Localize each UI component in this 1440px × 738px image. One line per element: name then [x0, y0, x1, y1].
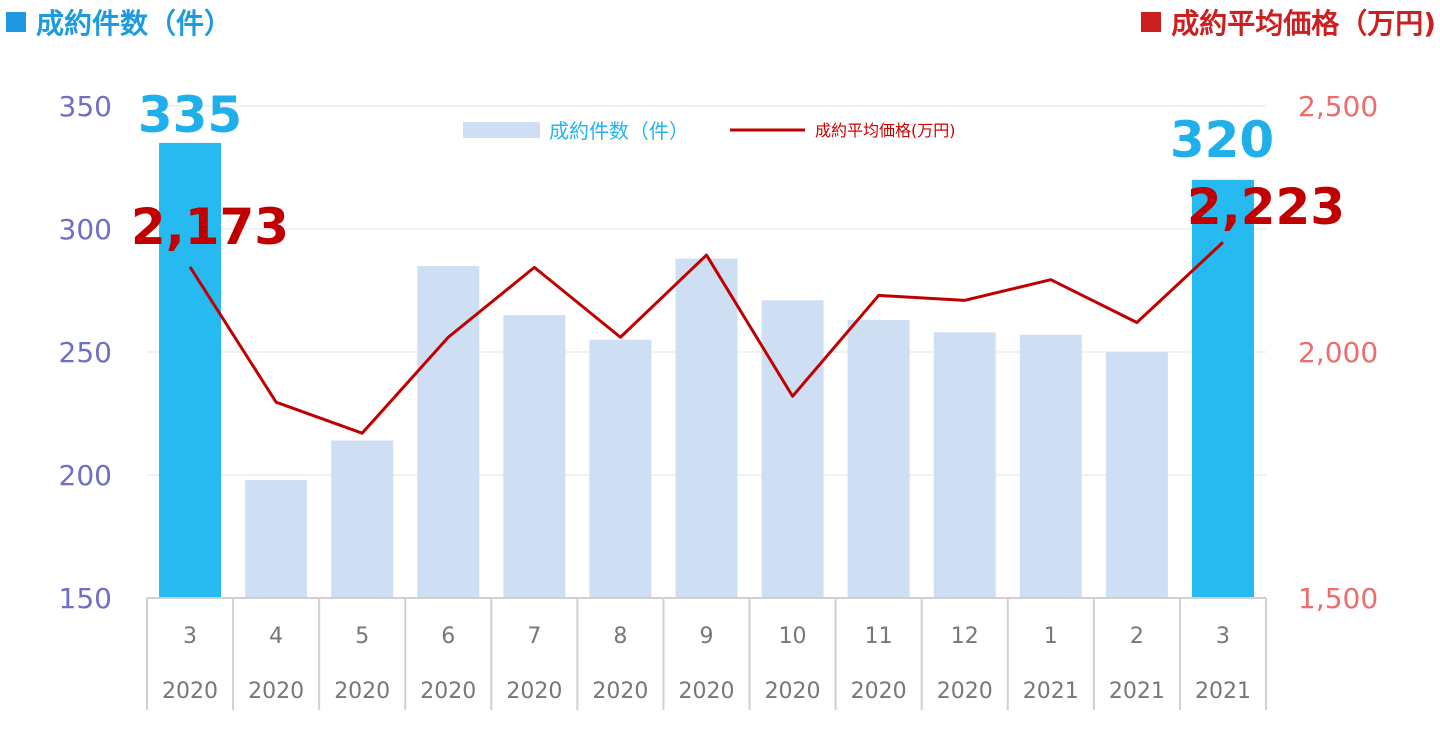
month-label: 6: [441, 624, 455, 649]
left-tick-label: 350: [59, 90, 112, 123]
line-series-color-icon: [1141, 12, 1162, 32]
legend-line-label: 成約平均価格(万円): [815, 121, 956, 140]
left-tick-label: 250: [59, 336, 112, 369]
right-tick-label: 2,000: [1298, 336, 1378, 369]
year-label: 2020: [679, 679, 735, 704]
right-tick-label: 2,500: [1298, 90, 1378, 123]
bar: [245, 479, 308, 598]
year-label: 2020: [420, 679, 476, 704]
bar: [503, 315, 566, 598]
annotation-count-end: 320: [1170, 111, 1274, 169]
price-line: [188, 241, 1224, 435]
left-tick-label: 300: [59, 213, 112, 246]
right-axis-title-text: 成約平均価格（万円): [1171, 7, 1436, 40]
annotations: 335 2,173 320 2,223: [131, 86, 1345, 256]
bar: [1019, 334, 1082, 598]
legend-bar-swatch: [463, 122, 540, 138]
month-label: 7: [527, 624, 541, 649]
year-label: 2020: [937, 679, 993, 704]
left-axis-title: 成約件数（件）: [6, 2, 232, 42]
year-label: 2020: [592, 679, 648, 704]
month-label: 2: [1130, 624, 1144, 649]
annotation-price-start: 2,173: [131, 198, 289, 256]
annotation-count-start: 335: [138, 86, 242, 144]
year-label: 2020: [851, 679, 907, 704]
bar: [1105, 352, 1168, 598]
bar: [847, 320, 910, 598]
bar-series: [159, 142, 1254, 599]
left-axis-title-text: 成約件数（件）: [36, 7, 233, 40]
year-label: 2020: [248, 679, 304, 704]
legend: 成約件数（件） 成約平均価格(万円): [463, 119, 956, 143]
year-label: 2021: [1195, 679, 1251, 704]
left-tick-label: 200: [59, 459, 112, 492]
line-series: [188, 241, 1224, 435]
annotation-price-end: 2,223: [1187, 178, 1345, 236]
month-label: 8: [613, 624, 627, 649]
year-label: 2020: [765, 679, 821, 704]
year-label: 2021: [1023, 679, 1079, 704]
right-axis-title: 成約平均価格（万円): [1141, 2, 1436, 42]
month-label: 4: [269, 624, 283, 649]
month-label: 10: [779, 624, 807, 649]
month-label: 9: [700, 624, 714, 649]
bar: [589, 339, 652, 598]
axis-ticks: 150 200 250 300 350 1,500 2,000 2,500: [59, 90, 1379, 615]
year-label: 2020: [334, 679, 390, 704]
month-label: 3: [1216, 624, 1230, 649]
month-label: 12: [951, 624, 979, 649]
month-label: 11: [865, 624, 893, 649]
bar: [1191, 179, 1254, 599]
right-tick-label: 1,500: [1298, 582, 1378, 615]
left-tick-label: 150: [59, 582, 112, 615]
bar-series-color-icon: [6, 12, 26, 32]
bar: [417, 265, 480, 598]
bar: [159, 142, 222, 598]
category-axis: 3 2020 4 2020 5 2020 6 2020 7 2020 8 2020 9 2020 10 202…: [146, 597, 1267, 710]
bar: [761, 300, 824, 598]
legend-bar-label: 成約件数（件）: [549, 119, 689, 143]
year-label: 2021: [1109, 679, 1165, 704]
month-label: 3: [183, 624, 197, 649]
bar: [933, 332, 996, 598]
year-label: 2020: [162, 679, 218, 704]
bar: [675, 258, 738, 598]
month-label: 5: [355, 624, 369, 649]
year-label: 2020: [506, 679, 562, 704]
bar: [331, 440, 394, 598]
month-label: 1: [1044, 624, 1058, 649]
